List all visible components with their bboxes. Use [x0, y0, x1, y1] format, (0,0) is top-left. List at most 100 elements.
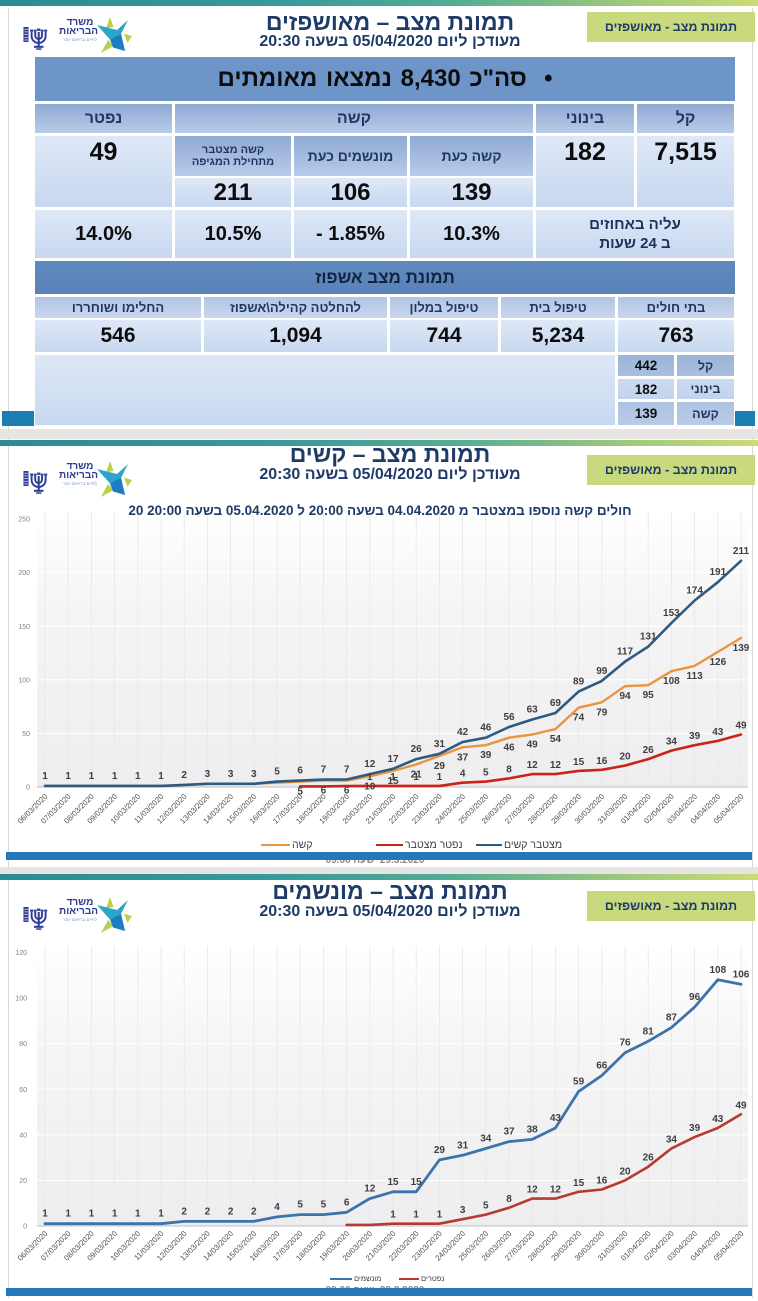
svg-text:26: 26: [643, 745, 655, 756]
svg-text:1: 1: [135, 771, 141, 782]
svg-text:3: 3: [205, 769, 211, 780]
svg-text:1: 1: [112, 771, 118, 782]
svg-text:12: 12: [550, 760, 562, 771]
svg-text:1: 1: [437, 772, 443, 783]
svg-text:139: 139: [733, 643, 750, 654]
svg-text:5: 5: [297, 1200, 303, 1211]
svg-text:39: 39: [689, 1123, 701, 1134]
svg-text:3: 3: [460, 1205, 466, 1216]
svg-text:87: 87: [666, 1013, 678, 1024]
svg-text:0: 0: [26, 785, 30, 792]
svg-text:108: 108: [709, 965, 726, 976]
svg-text:12: 12: [527, 1185, 539, 1196]
svg-text:211: 211: [733, 546, 750, 557]
svg-text:15: 15: [411, 1177, 423, 1188]
svg-text:5: 5: [483, 768, 489, 779]
svg-text:39: 39: [689, 731, 701, 742]
svg-text:76: 76: [619, 1038, 631, 1049]
svg-text:89: 89: [573, 677, 585, 688]
svg-text:31: 31: [434, 739, 446, 750]
svg-text:153: 153: [663, 608, 680, 619]
svg-text:38: 38: [527, 1124, 539, 1135]
svg-text:34: 34: [666, 1135, 678, 1146]
svg-text:43: 43: [712, 727, 724, 738]
svg-text:3: 3: [228, 769, 234, 780]
svg-text:3: 3: [251, 769, 257, 780]
svg-text:8: 8: [506, 764, 512, 775]
svg-text:49: 49: [735, 1100, 747, 1111]
svg-text:120: 120: [15, 950, 27, 957]
svg-text:1: 1: [65, 771, 71, 782]
svg-text:34: 34: [666, 737, 678, 748]
svg-text:113: 113: [687, 671, 704, 682]
svg-text:2: 2: [205, 1206, 211, 1217]
svg-text:4: 4: [460, 769, 466, 780]
svg-text:49: 49: [735, 721, 747, 732]
svg-text:250: 250: [18, 517, 30, 524]
svg-text:42: 42: [457, 727, 469, 738]
svg-text:4: 4: [274, 1202, 280, 1213]
svg-text:12: 12: [550, 1185, 562, 1196]
svg-text:99: 99: [596, 666, 608, 677]
svg-text:15: 15: [573, 1178, 585, 1189]
svg-text:17: 17: [387, 754, 399, 765]
svg-text:117: 117: [617, 647, 634, 658]
svg-text:34: 34: [480, 1134, 492, 1145]
svg-text:100: 100: [15, 996, 27, 1003]
svg-text:1: 1: [65, 1209, 71, 1220]
svg-text:150: 150: [18, 624, 30, 631]
svg-text:5: 5: [297, 787, 303, 798]
svg-text:5: 5: [483, 1201, 489, 1212]
svg-text:46: 46: [503, 743, 515, 754]
svg-text:1: 1: [390, 1210, 396, 1221]
svg-text:1: 1: [89, 771, 95, 782]
svg-text:6: 6: [321, 786, 327, 797]
svg-text:29: 29: [434, 761, 446, 772]
svg-text:80: 80: [19, 1041, 27, 1048]
svg-text:20: 20: [619, 1166, 631, 1177]
svg-text:6: 6: [344, 1197, 350, 1208]
svg-text:49: 49: [527, 740, 539, 751]
svg-text:10: 10: [364, 781, 376, 792]
svg-text:40: 40: [19, 1132, 27, 1139]
svg-text:12: 12: [364, 1184, 376, 1195]
svg-text:5: 5: [274, 767, 280, 778]
svg-text:1: 1: [158, 771, 164, 782]
svg-text:69: 69: [550, 698, 562, 709]
svg-text:59: 59: [573, 1077, 585, 1088]
svg-text:174: 174: [686, 586, 703, 597]
svg-text:7: 7: [344, 765, 350, 776]
svg-text:12: 12: [527, 760, 539, 771]
svg-text:1: 1: [42, 1209, 48, 1220]
svg-text:15: 15: [387, 1177, 399, 1188]
svg-text:15: 15: [387, 776, 399, 787]
svg-text:200: 200: [18, 570, 30, 577]
svg-text:16: 16: [596, 1176, 608, 1187]
svg-text:54: 54: [550, 734, 562, 745]
svg-text:1: 1: [158, 1209, 164, 1220]
svg-text:15: 15: [573, 757, 585, 768]
svg-text:50: 50: [22, 731, 30, 738]
svg-text:39: 39: [480, 750, 492, 761]
svg-text:2: 2: [181, 1206, 187, 1217]
svg-text:6: 6: [297, 766, 303, 777]
svg-text:81: 81: [643, 1026, 655, 1037]
svg-text:106: 106: [733, 969, 750, 980]
svg-text:1: 1: [413, 1210, 419, 1221]
svg-text:20: 20: [19, 1178, 27, 1185]
svg-text:1: 1: [390, 772, 396, 783]
svg-text:26: 26: [643, 1153, 655, 1164]
svg-text:7: 7: [321, 765, 327, 776]
svg-text:126: 126: [709, 657, 726, 668]
svg-text:46: 46: [480, 723, 492, 734]
svg-text:100: 100: [18, 677, 30, 684]
svg-text:1: 1: [437, 1210, 443, 1221]
svg-text:74: 74: [573, 713, 585, 724]
svg-text:43: 43: [712, 1114, 724, 1125]
svg-text:60: 60: [19, 1087, 27, 1094]
svg-text:16: 16: [596, 756, 608, 767]
svg-text:56: 56: [503, 712, 515, 723]
svg-text:63: 63: [527, 705, 539, 716]
svg-text:94: 94: [619, 691, 631, 702]
svg-text:5: 5: [321, 1200, 327, 1211]
